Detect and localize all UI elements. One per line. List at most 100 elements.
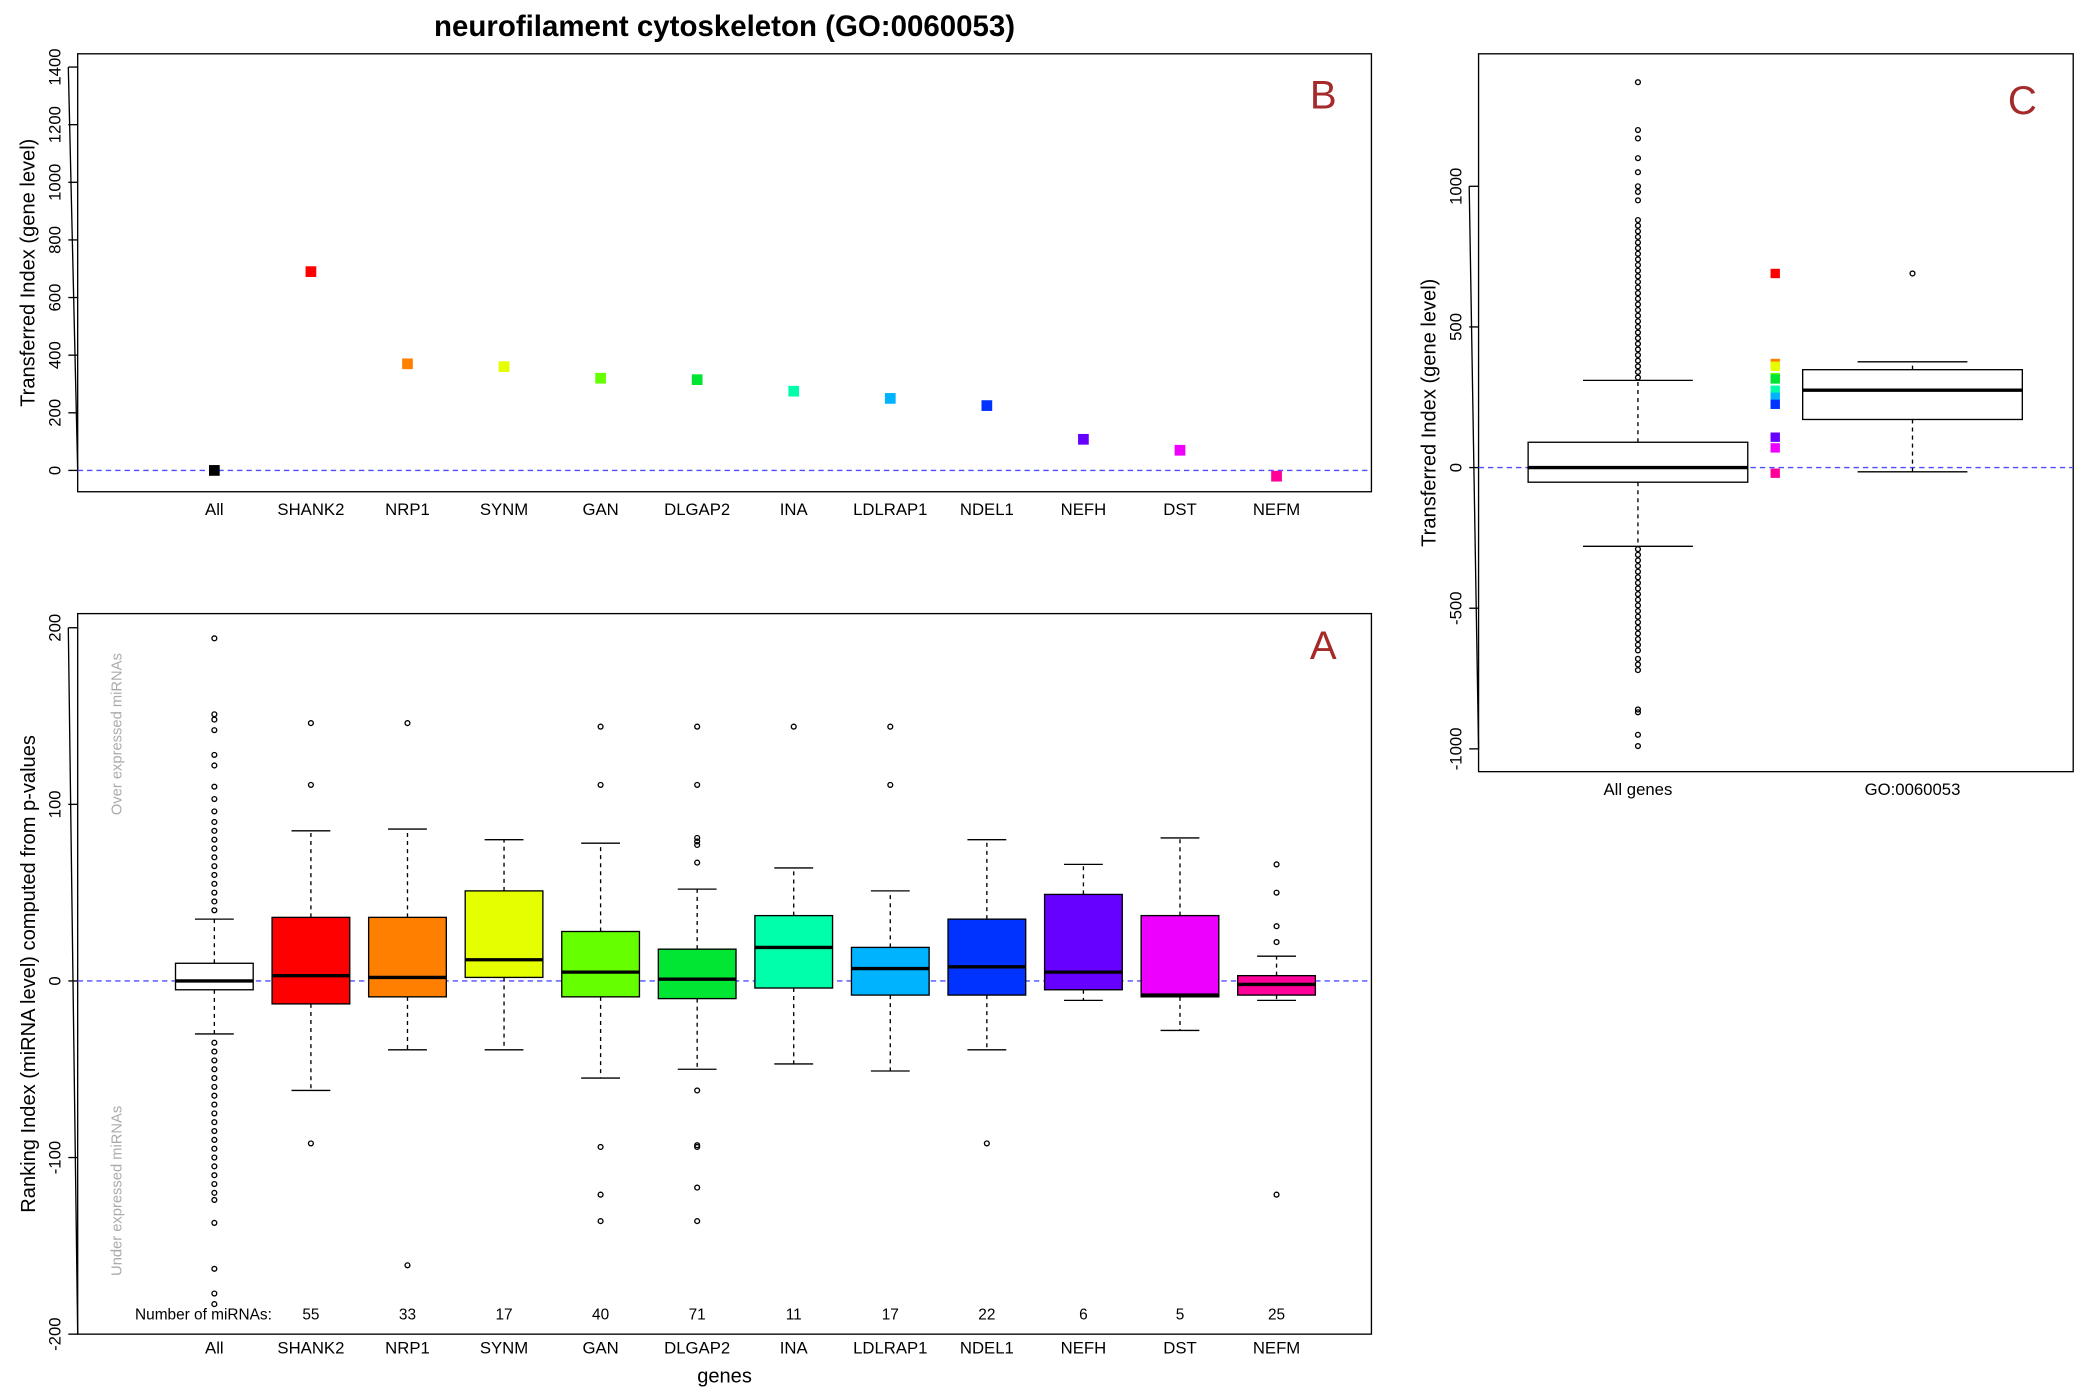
outlier (211, 1180, 218, 1188)
point (788, 385, 800, 397)
y-tick-label: 800 (46, 226, 65, 254)
outlier (211, 880, 218, 887)
outlier (1634, 661, 1642, 668)
point (595, 372, 606, 384)
count-label: 6 (1079, 1306, 1088, 1323)
y-tick-label: 400 (46, 341, 65, 369)
outlier (1634, 135, 1642, 142)
outlier (1634, 346, 1642, 353)
y-tick-label: -200 (46, 1317, 65, 1350)
outlier (1634, 667, 1642, 674)
outlier (1273, 939, 1280, 946)
outlier (211, 635, 218, 642)
outlier (1273, 889, 1280, 896)
count-label: 17 (882, 1306, 899, 1323)
outlier (1634, 284, 1642, 291)
outlier (694, 723, 701, 730)
outlier (1273, 861, 1280, 868)
outlier (1634, 557, 1642, 564)
panel-label: C (2008, 78, 2037, 123)
box (271, 916, 351, 1005)
outlier (1634, 368, 1642, 376)
outlier (1634, 197, 1642, 204)
outlier (1634, 596, 1642, 603)
point (208, 465, 220, 476)
outlier (211, 1189, 218, 1196)
outlier (211, 889, 218, 896)
point (981, 400, 993, 411)
outlier (1634, 323, 1642, 331)
outlier (1634, 602, 1642, 609)
x-tick-label: SYNM (480, 500, 528, 519)
outlier (211, 898, 218, 905)
x-tick-label: SHANK2 (277, 500, 344, 519)
outlier (694, 859, 701, 866)
outlier (1634, 374, 1642, 381)
point (1078, 433, 1089, 445)
x-tick-label: INA (780, 500, 809, 519)
x-tick-label: NEFH (1061, 500, 1107, 519)
y-axis (67, 627, 79, 1335)
x-tick-label: DLGAP2 (664, 500, 730, 519)
outlier (1634, 290, 1642, 297)
outlier (211, 1136, 218, 1143)
box (1527, 441, 1749, 483)
outlier (404, 1262, 411, 1269)
x-tick-label: NRP1 (385, 1338, 430, 1357)
outlier (1634, 706, 1642, 713)
outlier (1634, 742, 1642, 750)
outlier (1634, 551, 1642, 558)
outlier (211, 907, 218, 914)
count-label: 17 (495, 1306, 512, 1323)
outlier (211, 1092, 218, 1099)
y-axis-label: Transferred Index (gene level) (1419, 279, 1441, 547)
y-tick-label: 1400 (46, 48, 65, 85)
box (1043, 893, 1123, 991)
outlier (1634, 155, 1642, 162)
outlier (694, 1218, 701, 1225)
outlier (1634, 731, 1642, 738)
gene-point (1770, 361, 1780, 371)
outlier (597, 1218, 604, 1225)
gene-point (1770, 399, 1780, 409)
box (850, 946, 930, 996)
outlier (597, 781, 604, 789)
x-tick-label: All genes (1604, 780, 1673, 799)
point (884, 393, 896, 404)
gene-point (1770, 468, 1780, 478)
outlier (983, 1140, 990, 1147)
outlier (211, 1039, 218, 1046)
gene-point (1770, 432, 1780, 442)
outlier (1634, 340, 1642, 347)
outlier (1634, 169, 1642, 176)
outlier (211, 1127, 218, 1135)
point (305, 266, 317, 277)
x-tick-label: All (205, 500, 224, 519)
outlier (1634, 655, 1642, 662)
outlier (211, 711, 218, 718)
outlier (1634, 216, 1642, 224)
outlier (597, 1143, 604, 1151)
y-tick-label: -500 (1447, 591, 1466, 625)
outlier (211, 1265, 218, 1272)
x-tick-label: NDEL1 (960, 1338, 1014, 1357)
outlier (211, 818, 218, 826)
outlier (211, 863, 218, 870)
outlier (211, 1110, 218, 1117)
outlier (211, 1048, 218, 1055)
outlier (211, 1066, 218, 1073)
outlier (211, 1057, 218, 1064)
y-axis-label: Transferred Index (gene level) (18, 139, 40, 407)
count-label: 22 (978, 1306, 995, 1323)
outlier (211, 1196, 218, 1204)
plot-frame (77, 612, 1373, 1335)
outlier (597, 1191, 604, 1198)
point (1174, 444, 1186, 456)
outlier (1634, 228, 1642, 235)
panel-label: A (1310, 623, 1337, 668)
outlier (211, 1083, 218, 1090)
outlier (211, 751, 218, 758)
outlier (211, 808, 218, 815)
outlier (1634, 318, 1642, 325)
outlier (1634, 591, 1642, 598)
